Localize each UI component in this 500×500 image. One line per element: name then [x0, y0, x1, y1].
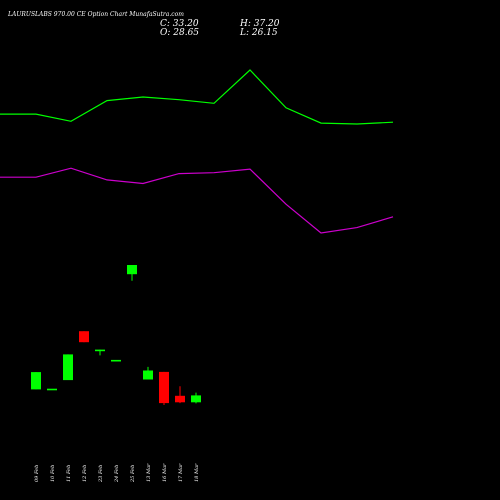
open-value: O: 28.65	[160, 28, 200, 38]
candle-body-9	[159, 371, 169, 404]
x-tick-label: 23 Feb	[98, 465, 104, 483]
low-value: L: 26.15	[240, 28, 278, 38]
chart-title: LAURUSLABS 970.00 CE Option Chart Munafa…	[8, 11, 184, 18]
candle-body-10	[175, 395, 185, 403]
x-tick-label: 13 Mar	[146, 463, 152, 482]
x-tick-label: 12 Feb	[82, 465, 88, 482]
x-tick-label: 17 Mar	[178, 463, 184, 482]
candle-body-2	[47, 388, 57, 391]
x-tick-label: 18 Mar	[194, 463, 200, 482]
candle-body-5	[95, 349, 105, 352]
overlay-line-2	[0, 167, 394, 234]
x-tick-label: 16 Mar	[162, 463, 168, 482]
x-tick-label: 11 Feb	[66, 465, 72, 482]
candle-body-7	[127, 265, 137, 275]
x-tick-label: 09 Feb	[34, 465, 40, 482]
candle-body-4	[79, 331, 89, 343]
close-value: C: 33.20	[160, 19, 199, 29]
overlay-line-1	[0, 69, 394, 125]
candle-body-1	[31, 372, 41, 390]
candle-body-8	[143, 370, 153, 380]
candle-body-11	[191, 395, 201, 403]
high-value: H: 37.20	[240, 19, 280, 29]
x-tick-label: 25 Feb	[130, 465, 136, 483]
x-tick-label: 10 Feb	[50, 465, 56, 482]
candle-body-6	[111, 359, 121, 362]
x-tick-label: 24 Feb	[114, 465, 120, 483]
candle-body-3	[63, 354, 73, 381]
